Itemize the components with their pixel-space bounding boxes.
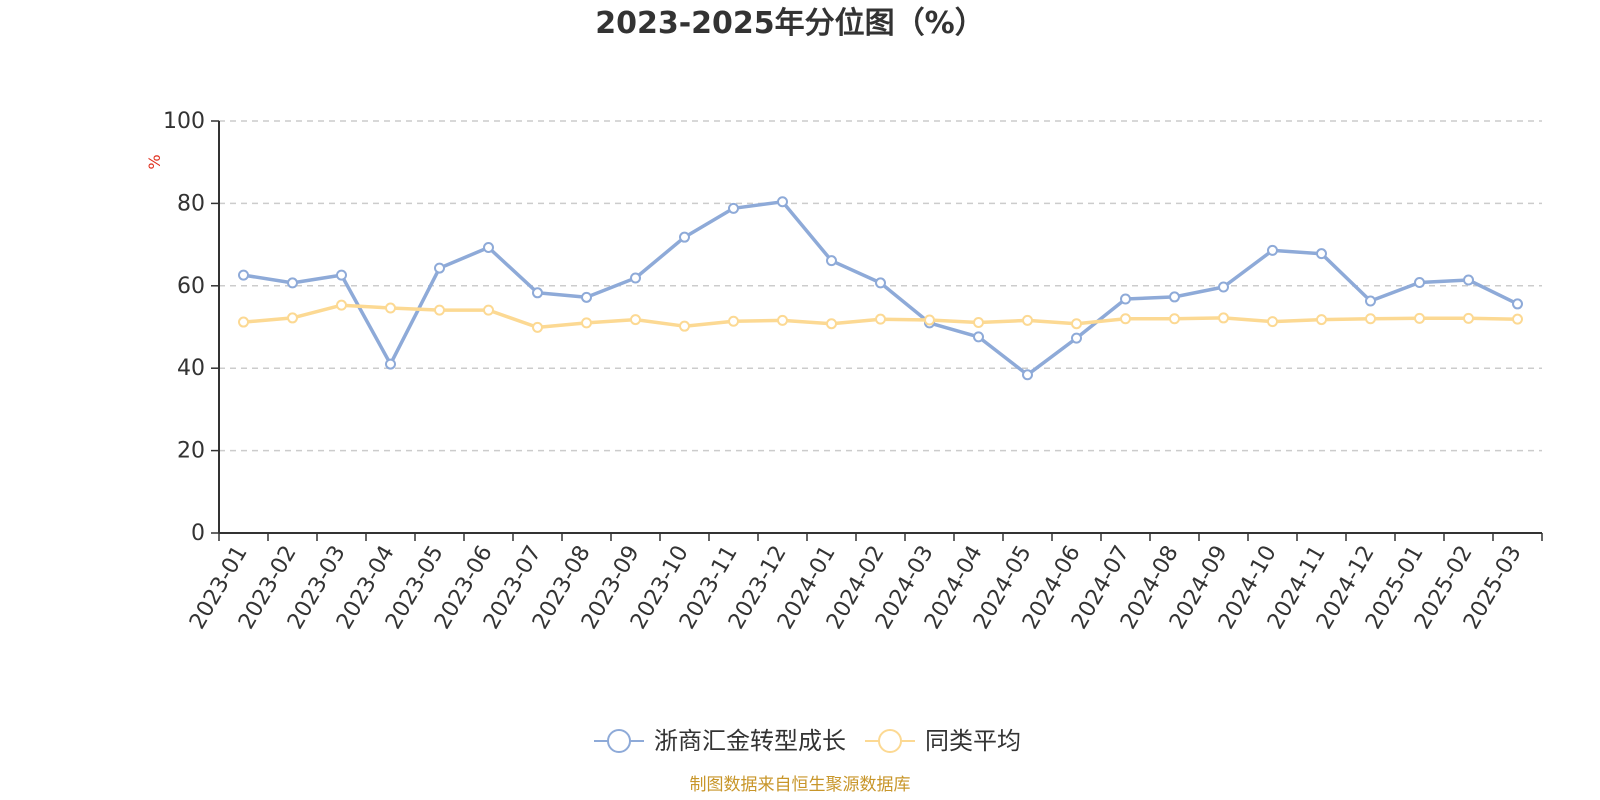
data-point[interactable] (336, 299, 347, 311)
data-point[interactable] (238, 316, 249, 328)
data-point[interactable] (1316, 248, 1327, 260)
data-point[interactable] (630, 314, 641, 326)
data-point[interactable] (287, 277, 298, 289)
y-tick-label: 80 (177, 191, 205, 216)
data-point[interactable] (1071, 332, 1082, 344)
data-point[interactable] (679, 231, 690, 243)
data-point[interactable] (532, 321, 543, 333)
data-point[interactable] (1218, 281, 1229, 293)
data-point[interactable] (777, 196, 788, 208)
legend-circle-marker (878, 729, 902, 753)
data-point[interactable] (973, 331, 984, 343)
data-point[interactable] (924, 314, 935, 326)
data-point[interactable] (336, 269, 347, 281)
data-source-note: 制图数据来自恒生聚源数据库 (690, 775, 911, 795)
data-point[interactable] (1365, 295, 1376, 307)
data-point[interactable] (777, 314, 788, 326)
series-lines (238, 196, 1523, 381)
data-point[interactable] (728, 202, 739, 214)
chart-title: 2023-2025年分位图（%） (595, 6, 985, 41)
data-point[interactable] (483, 304, 494, 316)
data-point[interactable] (1414, 277, 1425, 289)
series-1 (238, 299, 1523, 333)
data-point[interactable] (1120, 313, 1131, 325)
data-point[interactable] (679, 320, 690, 332)
y-tick-label: 20 (177, 439, 205, 464)
data-point[interactable] (1267, 316, 1278, 328)
data-point[interactable] (826, 318, 837, 330)
data-point[interactable] (1120, 293, 1131, 305)
data-point[interactable] (1169, 313, 1180, 325)
legend[interactable]: 浙商汇金转型成长 同类平均 (594, 727, 1021, 755)
data-point[interactable] (1267, 244, 1278, 256)
data-point[interactable] (1463, 312, 1474, 324)
data-point[interactable] (1512, 313, 1523, 325)
y-tick-label: 100 (163, 109, 205, 134)
y-axis-unit: % (145, 154, 164, 169)
data-point[interactable] (875, 313, 886, 325)
data-point[interactable] (287, 312, 298, 324)
data-point[interactable] (1169, 291, 1180, 303)
axes: 0204060801002023-012023-022023-032023-04… (163, 109, 1543, 634)
data-point[interactable] (1022, 314, 1033, 326)
data-point[interactable] (1071, 318, 1082, 330)
data-point[interactable] (238, 269, 249, 281)
legend-circle-marker (607, 729, 631, 753)
data-point[interactable] (581, 317, 592, 329)
data-point[interactable] (875, 277, 886, 289)
series-0 (238, 196, 1523, 381)
data-point[interactable] (973, 316, 984, 328)
data-point[interactable] (1463, 274, 1474, 286)
y-tick-label: 40 (177, 356, 205, 381)
data-point[interactable] (581, 291, 592, 303)
data-point[interactable] (434, 262, 445, 274)
data-point[interactable] (532, 287, 543, 299)
data-point[interactable] (434, 304, 445, 316)
data-point[interactable] (1316, 314, 1327, 326)
data-point[interactable] (1365, 313, 1376, 325)
data-point[interactable] (1218, 312, 1229, 324)
legend-item-0[interactable]: 浙商汇金转型成长 (594, 727, 846, 755)
data-point[interactable] (1022, 369, 1033, 381)
data-point[interactable] (385, 302, 396, 314)
data-point[interactable] (728, 315, 739, 327)
data-point[interactable] (630, 272, 641, 284)
data-point[interactable] (385, 358, 396, 370)
y-tick-label: 0 (191, 521, 205, 546)
data-point[interactable] (1512, 298, 1523, 310)
legend-label: 浙商汇金转型成长 (654, 727, 846, 755)
legend-item-1[interactable]: 同类平均 (865, 727, 1021, 755)
legend-label: 同类平均 (925, 727, 1021, 755)
data-point[interactable] (1414, 312, 1425, 324)
data-point[interactable] (826, 255, 837, 267)
y-tick-label: 60 (177, 274, 205, 299)
data-point[interactable] (483, 241, 494, 253)
